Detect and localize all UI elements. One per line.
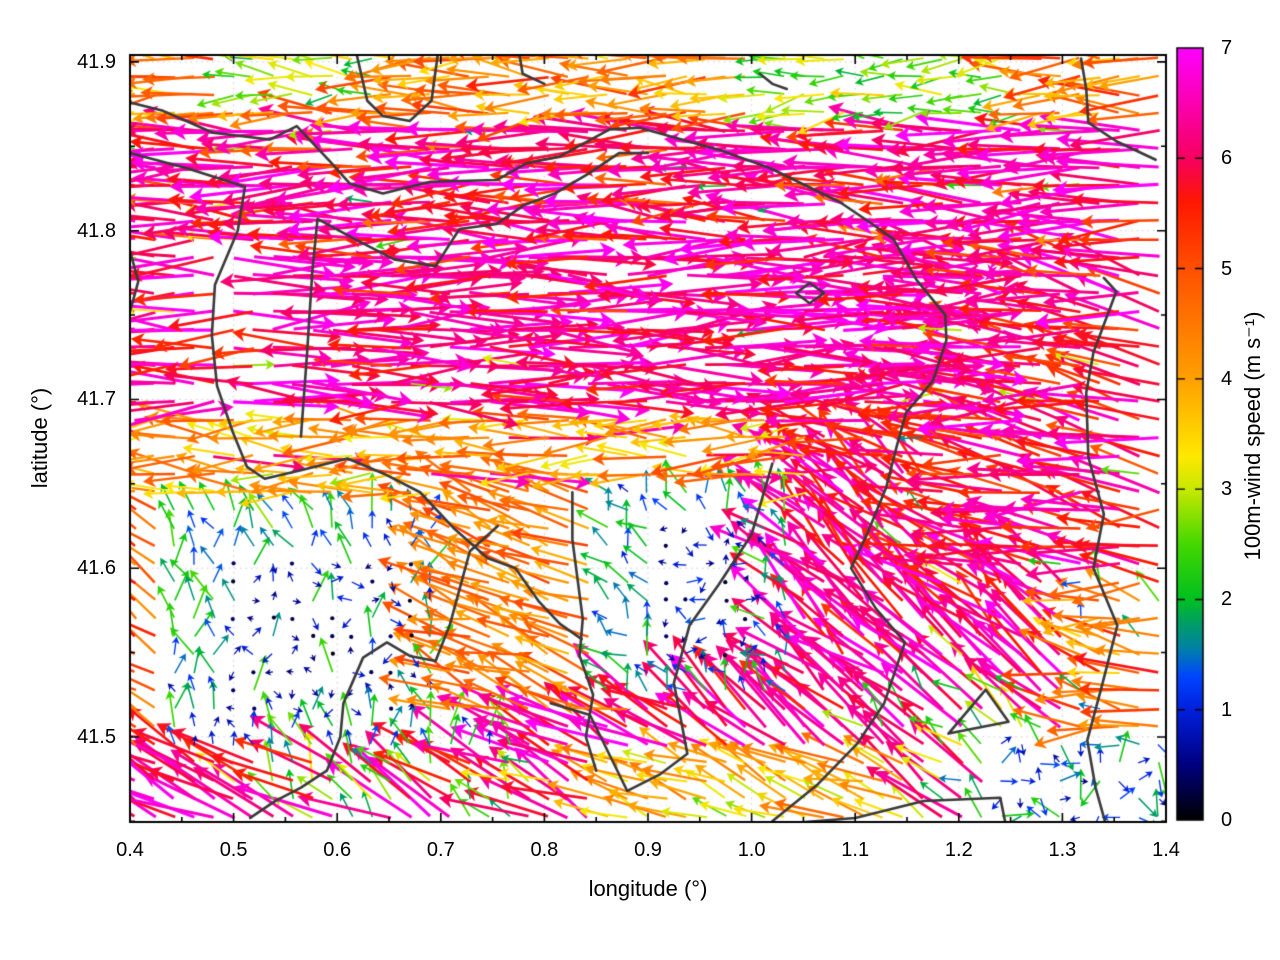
- colorbar-tick-label: 0: [1221, 809, 1233, 831]
- x-tick-label: 0.7: [426, 839, 455, 861]
- x-tick-label: 0.5: [219, 839, 248, 861]
- x-axis-label: longitude (°): [588, 876, 708, 901]
- y-axis-label: latitude (°): [27, 387, 52, 489]
- y-tick-label: 41.5: [77, 725, 116, 748]
- colorbar-label: 100m-wind speed (m s⁻¹): [1240, 311, 1265, 561]
- y-tick-label: 41.6: [77, 557, 116, 580]
- colorbar-tick-label: 7: [1221, 37, 1233, 59]
- colorbar-tick-label: 6: [1221, 147, 1233, 170]
- x-tick-label: 1.4: [1152, 839, 1180, 861]
- x-tick-label: 1.3: [1048, 839, 1077, 861]
- x-tick-label: 1.1: [841, 839, 870, 861]
- colorbar-tick-label: 1: [1221, 698, 1233, 721]
- y-tick-label: 41.8: [77, 219, 116, 242]
- x-tick-label: 0.6: [323, 839, 352, 861]
- x-tick-label: 1.2: [944, 839, 973, 861]
- x-tick-label: 0.4: [116, 839, 144, 861]
- colorbar-tick-label: 4: [1221, 367, 1233, 390]
- x-tick-label: 0.9: [634, 839, 662, 861]
- y-tick-label: 41.7: [77, 388, 116, 411]
- colorbar-tick-label: 3: [1221, 478, 1233, 501]
- y-tick-label: 41.9: [77, 50, 116, 73]
- colorbar-tick-label: 5: [1221, 257, 1233, 280]
- x-tick-label: 1.0: [737, 839, 766, 861]
- x-tick-label: 0.8: [530, 839, 559, 861]
- colorbar-tick-label: 2: [1221, 588, 1233, 611]
